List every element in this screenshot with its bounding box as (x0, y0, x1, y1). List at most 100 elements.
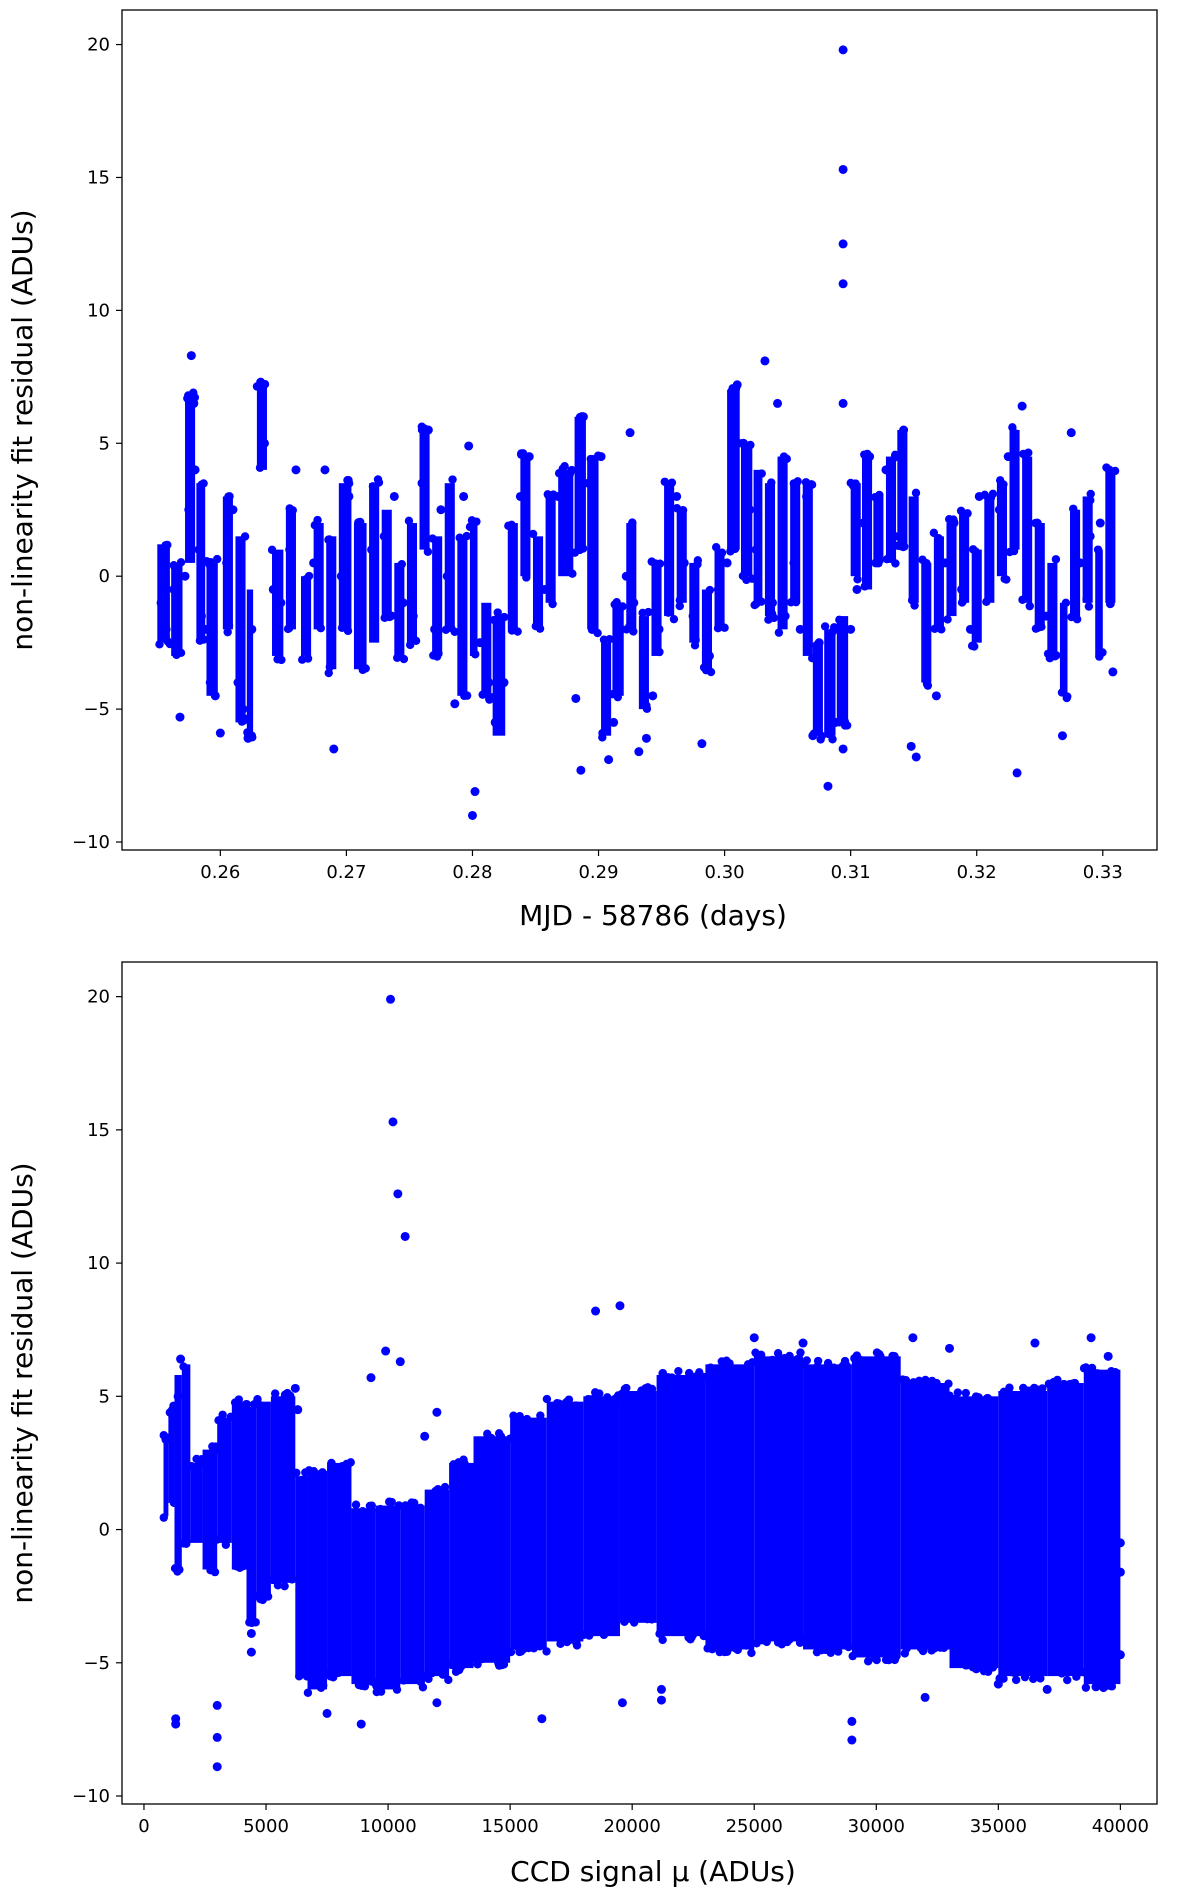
data-point (287, 1575, 297, 1584)
data-band-64 (971, 549, 982, 643)
data-point (392, 1685, 402, 1694)
data-point (882, 554, 892, 564)
data-point (970, 642, 979, 651)
data-point (554, 1399, 564, 1408)
data-band-41 (689, 562, 700, 643)
data-point (753, 1352, 763, 1361)
data-point-32 (656, 1684, 666, 1694)
data-point-29 (301, 598, 311, 608)
data-point (213, 1535, 222, 1544)
bottom-scatter-plot: 0 5000 10000 15000 20000 25000 30000 35000 40000… (6, 961, 1158, 1888)
data-point (472, 517, 481, 526)
data-point (172, 650, 181, 660)
data-point (1084, 602, 1094, 611)
data-point-99 (814, 638, 824, 648)
data-band-56 (873, 496, 884, 563)
data-point-67 (587, 505, 597, 515)
data-point (449, 1460, 458, 1469)
data-point-34 (344, 491, 354, 501)
data-point (711, 542, 721, 552)
data-point (206, 1566, 215, 1575)
data-point (360, 1682, 370, 1691)
data-point (782, 454, 791, 464)
data-point-13 (200, 624, 210, 634)
data-point (517, 449, 526, 458)
data-point (387, 1497, 396, 1507)
data-point-49 (467, 810, 477, 820)
data-point-15 (293, 1405, 303, 1415)
y-tick-label: 10 (87, 1253, 110, 1274)
data-point (1005, 547, 1014, 557)
data-point-20 (238, 704, 248, 714)
data-point-87 (732, 380, 742, 390)
data-point (692, 1372, 701, 1381)
data-point-121 (949, 518, 959, 528)
y-tick-label: 20 (87, 35, 110, 56)
data-point-50 (1115, 1538, 1125, 1548)
data-point (1061, 598, 1071, 608)
data-point-35 (749, 1333, 759, 1343)
data-point (742, 1641, 751, 1650)
data-point-8 (186, 351, 196, 361)
data-point (655, 1629, 664, 1638)
data-point (315, 1470, 324, 1479)
data-point-35 (357, 638, 367, 648)
data-point-115 (899, 425, 909, 435)
data-point (239, 1561, 248, 1571)
data-point-40 (920, 1692, 930, 1702)
data-point-91 (760, 356, 770, 366)
data-point (1093, 545, 1103, 554)
data-point (310, 520, 320, 530)
data-point (1009, 1668, 1018, 1677)
data-point (170, 562, 179, 571)
data-point (368, 482, 378, 491)
data-point-24 (395, 1357, 405, 1367)
data-band-23 (457, 536, 468, 696)
data-point-12 (246, 1628, 256, 1638)
data-point (742, 575, 751, 585)
data-band-20 (419, 430, 430, 550)
data-point (399, 654, 409, 664)
data-point-21 (388, 1117, 398, 1127)
data-point (874, 1353, 883, 1363)
data-band-37 (638, 616, 649, 710)
data-point (844, 1642, 853, 1652)
data-band-52 (824, 629, 836, 736)
data-band-51 (812, 642, 823, 736)
data-point (1037, 622, 1046, 632)
data-point (221, 1540, 231, 1549)
data-point (1093, 1369, 1102, 1378)
data-band-75 (1105, 469, 1116, 603)
data-point-14 (290, 1383, 300, 1393)
data-point-24 (259, 438, 269, 448)
data-point-27 (285, 545, 295, 555)
data-point (945, 1391, 954, 1400)
data-point (660, 477, 669, 486)
data-point (907, 596, 917, 605)
data-point (515, 1411, 524, 1421)
data-point (852, 1351, 862, 1360)
data-point (620, 1390, 630, 1399)
data-point-74 (629, 598, 639, 608)
data-point-78 (654, 624, 664, 634)
data-point-43 (1086, 1333, 1096, 1343)
data-point (454, 1665, 464, 1675)
data-point (393, 653, 402, 662)
data-band-1 (168, 1409, 175, 1503)
data-point (891, 559, 900, 568)
data-point (796, 1348, 805, 1357)
data-band-47 (764, 483, 776, 617)
data-point (374, 478, 384, 487)
data-point (182, 1539, 191, 1548)
data-point (861, 581, 871, 590)
data-point (409, 636, 419, 645)
data-point-23 (256, 377, 266, 387)
data-point (446, 1660, 455, 1669)
bottom-x-axis-label: CCD signal μ (ADUs) (510, 1855, 796, 1888)
data-point (558, 464, 567, 473)
data-point-47 (459, 491, 469, 501)
data-point (610, 600, 619, 609)
data-point (247, 1618, 256, 1628)
data-point (1057, 1669, 1066, 1678)
data-point (853, 575, 862, 584)
